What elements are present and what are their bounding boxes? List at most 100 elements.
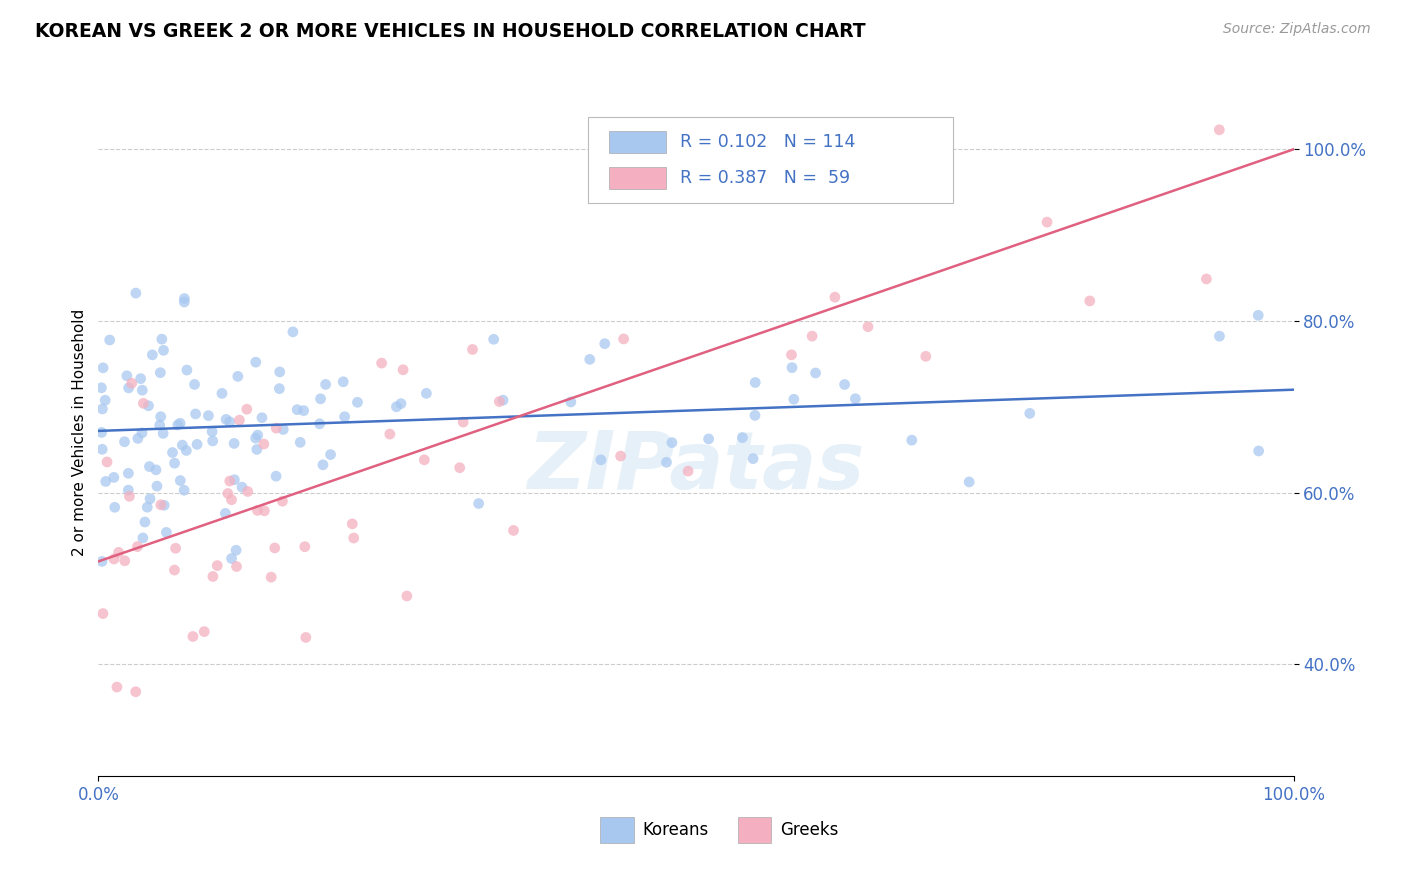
- Text: R = 0.102   N = 114: R = 0.102 N = 114: [681, 133, 856, 151]
- Point: [169, 416, 191, 430]
- Point: [125, 286, 148, 301]
- Point: [613, 332, 636, 346]
- Point: [162, 445, 184, 459]
- Point: [118, 489, 141, 503]
- Point: [236, 484, 259, 499]
- Point: [225, 543, 247, 558]
- Point: [253, 504, 276, 518]
- Point: [228, 413, 250, 427]
- Point: [114, 434, 136, 449]
- Text: Source: ZipAtlas.com: Source: ZipAtlas.com: [1223, 22, 1371, 37]
- Point: [150, 332, 173, 346]
- Point: [117, 467, 139, 481]
- FancyBboxPatch shape: [589, 117, 953, 202]
- Point: [319, 448, 342, 462]
- Point: [217, 486, 239, 500]
- Point: [155, 525, 177, 540]
- Point: [114, 554, 136, 568]
- Point: [697, 432, 720, 446]
- Point: [221, 492, 243, 507]
- Point: [201, 434, 224, 448]
- Point: [269, 365, 291, 379]
- Point: [105, 680, 128, 694]
- Point: [957, 475, 980, 489]
- Point: [231, 480, 253, 494]
- Text: KOREAN VS GREEK 2 OR MORE VEHICLES IN HOUSEHOLD CORRELATION CHART: KOREAN VS GREEK 2 OR MORE VEHICLES IN HO…: [35, 22, 866, 41]
- Point: [138, 399, 160, 413]
- Point: [655, 455, 678, 469]
- Bar: [600, 816, 634, 843]
- Point: [132, 531, 155, 545]
- Point: [312, 458, 335, 472]
- Text: Greeks: Greeks: [779, 821, 838, 838]
- Point: [824, 290, 846, 304]
- Point: [451, 415, 474, 429]
- Point: [141, 348, 163, 362]
- Point: [900, 433, 922, 447]
- Point: [269, 382, 291, 396]
- Point: [183, 377, 205, 392]
- Point: [385, 400, 408, 414]
- Point: [308, 417, 330, 431]
- Point: [96, 455, 118, 469]
- Point: [115, 368, 138, 383]
- Point: [181, 630, 204, 644]
- Point: [780, 348, 803, 362]
- Point: [1247, 444, 1270, 458]
- Point: [186, 437, 208, 451]
- Point: [107, 545, 129, 559]
- Point: [1018, 406, 1040, 420]
- Point: [165, 541, 187, 556]
- Point: [153, 498, 176, 512]
- Point: [467, 496, 489, 510]
- Point: [744, 376, 766, 390]
- Point: [1208, 329, 1230, 343]
- Point: [343, 531, 366, 545]
- Point: [91, 401, 114, 416]
- Point: [166, 417, 188, 432]
- Point: [801, 329, 824, 343]
- Point: [245, 355, 267, 369]
- Point: [578, 352, 600, 367]
- Text: ZIPatas: ZIPatas: [527, 428, 865, 506]
- Point: [315, 377, 337, 392]
- Point: [98, 333, 121, 347]
- Point: [492, 393, 515, 408]
- Point: [461, 343, 484, 357]
- Point: [224, 436, 246, 450]
- Point: [834, 377, 856, 392]
- Point: [125, 685, 148, 699]
- Point: [676, 464, 699, 478]
- Point: [136, 500, 159, 515]
- Bar: [738, 816, 772, 843]
- Point: [661, 435, 683, 450]
- Point: [201, 425, 224, 439]
- Point: [415, 386, 437, 401]
- Point: [90, 381, 112, 395]
- Point: [211, 386, 233, 401]
- Point: [145, 463, 167, 477]
- Point: [117, 381, 139, 395]
- Point: [488, 394, 510, 409]
- Point: [149, 498, 172, 512]
- Point: [91, 607, 114, 621]
- Point: [138, 459, 160, 474]
- Point: [94, 475, 117, 489]
- Point: [295, 631, 318, 645]
- Point: [333, 409, 356, 424]
- Point: [236, 402, 259, 417]
- Point: [332, 375, 354, 389]
- Point: [281, 325, 304, 339]
- Point: [201, 569, 224, 583]
- Point: [250, 410, 273, 425]
- Point: [342, 516, 364, 531]
- Point: [197, 409, 219, 423]
- Point: [215, 412, 238, 426]
- Point: [149, 418, 172, 433]
- Point: [173, 483, 195, 498]
- Point: [221, 551, 243, 566]
- Point: [285, 402, 308, 417]
- Point: [131, 425, 153, 440]
- Point: [370, 356, 392, 370]
- Point: [193, 624, 215, 639]
